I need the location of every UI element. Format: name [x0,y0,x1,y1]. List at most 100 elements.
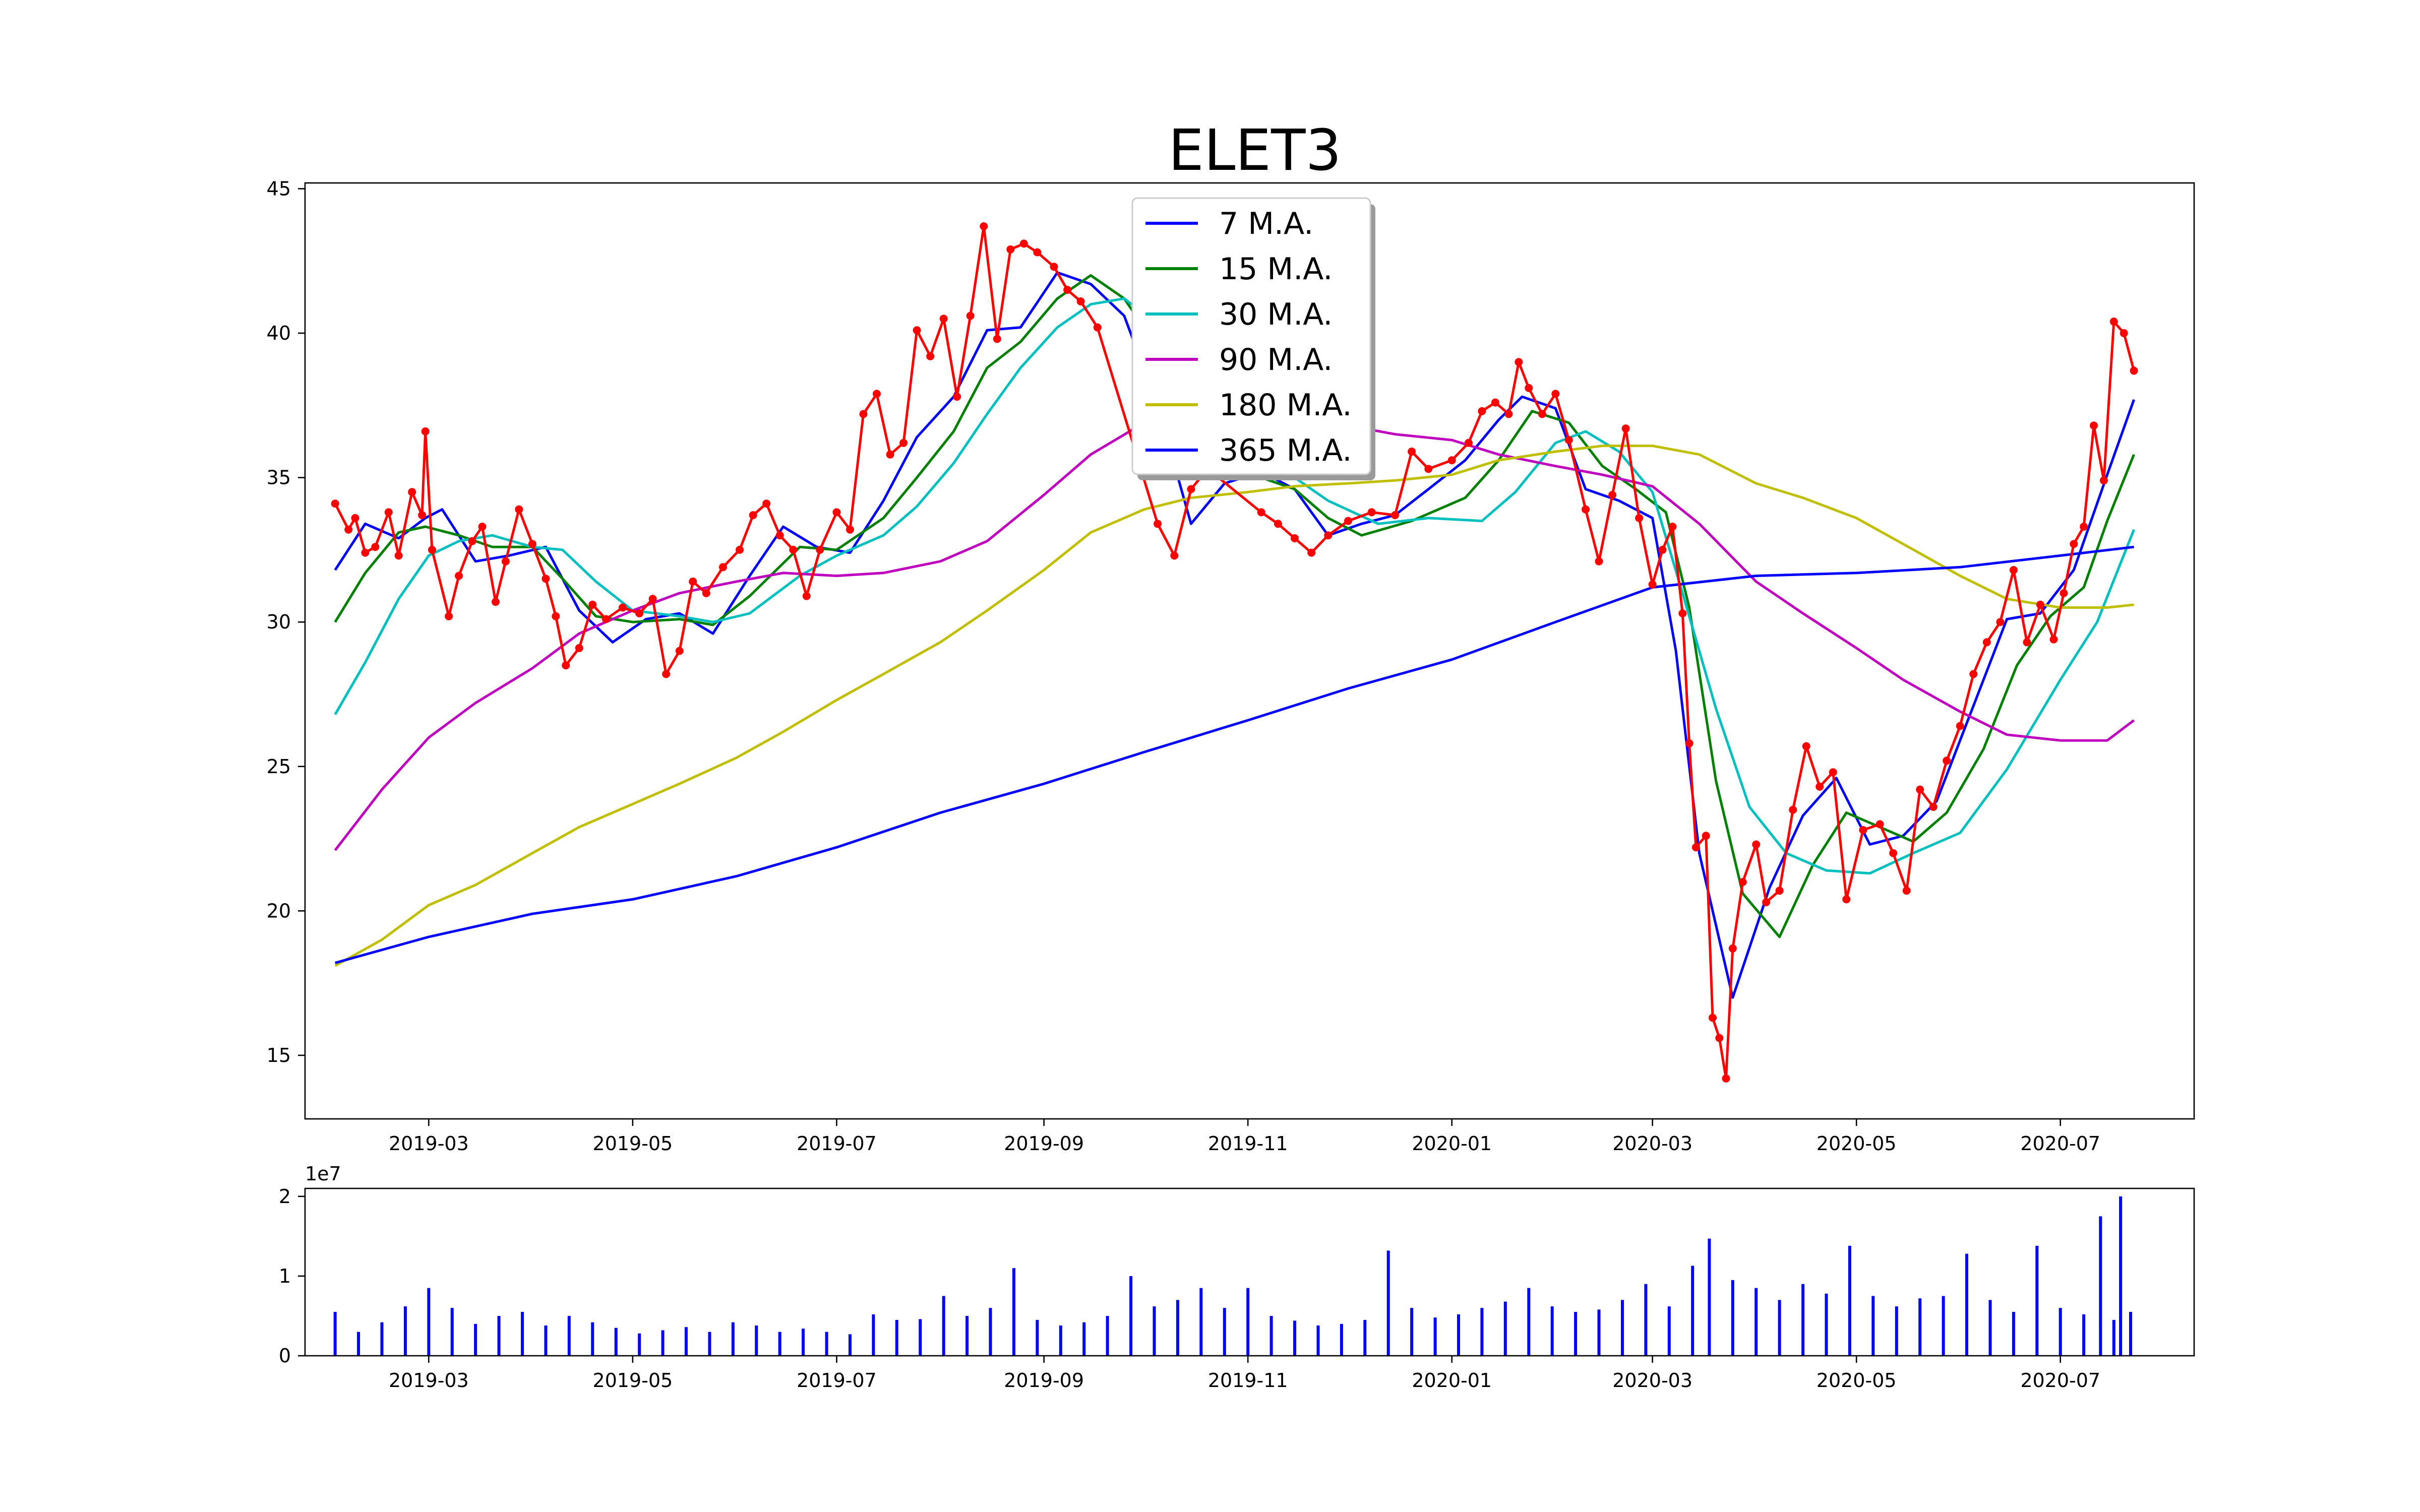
price-point [1829,768,1837,777]
price-point [1170,551,1179,560]
y-tick-label: 25 [267,755,291,778]
price-point [749,511,757,520]
price-point [980,222,988,230]
price-point [408,488,416,496]
x-tick-label: 2019-03 [389,1132,469,1155]
volume-bar [755,1325,758,1356]
price-point [1956,722,1964,730]
price-point [1969,670,1978,678]
y-tick-label: 35 [267,467,291,489]
price-point [689,577,697,586]
volume-bar [1988,1300,1992,1356]
volume-bar [2059,1308,2062,1356]
volume-bar [1801,1284,1805,1356]
price-point [1789,805,1797,814]
price-point [1691,843,1700,852]
price-point [492,598,500,606]
x-tick-label: 2019-05 [593,1132,673,1155]
price-point [635,609,644,617]
volume-bar [544,1325,548,1356]
volume-bar [802,1329,805,1356]
price-point [913,326,921,335]
volume-bar [825,1332,828,1356]
volume-axes-frame [304,1187,2195,1357]
price-point [1685,739,1693,747]
x-tick-label: 2019-09 [1004,1132,1084,1155]
y-tick-label: 30 [267,611,291,633]
price-point [832,508,841,517]
price-point [1762,898,1771,907]
volume-bar [1363,1319,1367,1356]
volume-bar [2112,1319,2115,1356]
price-point [2009,566,2018,574]
y-tick-label: 15 [267,1044,291,1066]
price-point [371,543,380,551]
price-point [762,499,771,508]
legend-label: 30 M.A. [1219,297,1333,332]
price-point [1033,248,1042,257]
volume-bar [1176,1300,1179,1356]
price-point [1702,832,1710,840]
price-point [2070,540,2078,548]
price-point [775,531,784,540]
price-point [1093,323,1102,332]
price-point [1943,757,1951,765]
x-tick-label: 2020-03 [1612,1132,1692,1155]
price-point [1344,517,1353,525]
price-point [859,410,868,418]
price-point [2109,318,2118,326]
x-tick-label: 2019-03 [389,1369,469,1392]
volume-bar [849,1334,852,1356]
price-point [468,537,476,545]
price-point [1929,803,1938,811]
volume-bar [1778,1300,1781,1356]
x-tick-label: 2020-05 [1817,1369,1897,1392]
price-point [1722,1074,1730,1083]
volume-bar [638,1333,641,1356]
x-tick-label: 2020-05 [1817,1132,1897,1155]
price-point [1582,505,1590,514]
price-point [1859,826,1867,834]
volume-bar [380,1322,384,1356]
price-point [1391,511,1399,520]
volume-bar [708,1332,711,1356]
price-point [562,661,570,670]
x-tick-label: 2019-07 [797,1369,877,1392]
price-point [344,525,353,534]
volume-bar [1965,1253,1968,1356]
price-point [816,545,824,554]
price-point [331,499,339,508]
volume-bar [685,1327,688,1356]
volume-bar [427,1288,431,1356]
price-point [662,670,671,678]
price-point [1996,618,2005,626]
price-point [736,545,744,554]
y-tick-label: 40 [267,322,291,344]
price-point [1775,887,1784,895]
price-point [619,603,627,612]
price-point [1538,410,1546,418]
price-point [1648,580,1657,589]
price-point [1019,239,1028,248]
y-tick-label: 20 [267,900,291,922]
price-point [702,589,710,597]
volume-bar [1246,1288,1250,1356]
price-point [1842,895,1851,904]
legend-label: 180 M.A. [1219,388,1352,423]
price-point [1050,263,1058,271]
price-axes-frame [304,182,2195,1120]
legend-label: 90 M.A. [1219,342,1333,377]
price-point [1752,840,1761,849]
volume-bar [2012,1312,2015,1356]
legend-label: 15 M.A. [1219,251,1333,287]
x-tick-label: 2019-11 [1208,1132,1288,1155]
y-tick-label: 2 [279,1185,291,1208]
price-point [445,612,453,620]
price-point [1709,1014,1717,1022]
price-point [1564,436,1573,445]
volume-bar [1667,1306,1671,1356]
price-point [1291,534,1299,542]
price-point [648,595,657,603]
price-point [541,575,550,583]
price-point [501,557,510,565]
